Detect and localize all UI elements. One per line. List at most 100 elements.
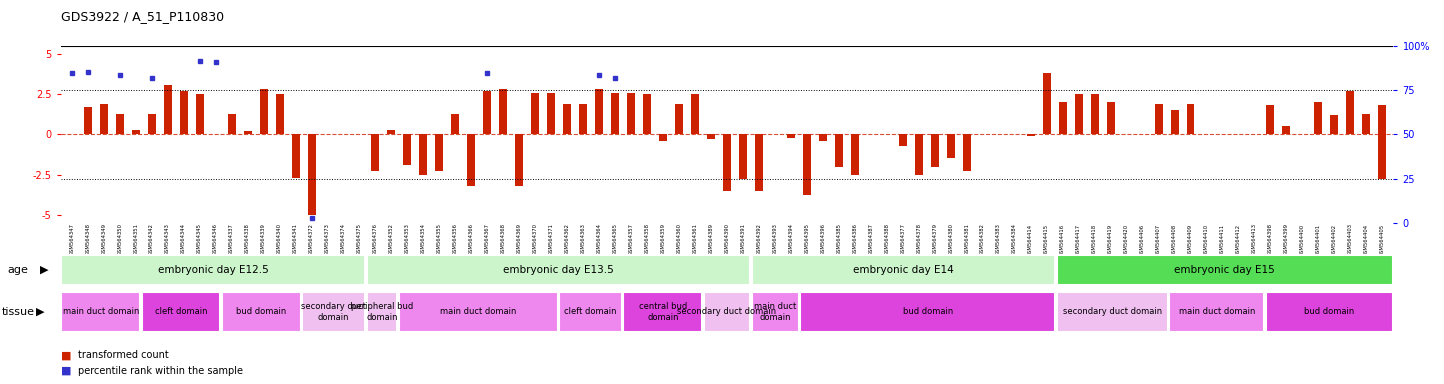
Bar (1314, 102, 1323, 134)
Bar (308, 134, 316, 215)
Bar (676, 104, 683, 134)
Text: ▶: ▶ (40, 265, 49, 275)
Bar (708, 134, 715, 139)
Text: tissue: tissue (1, 307, 35, 317)
Text: ■: ■ (61, 366, 71, 376)
Bar (1346, 91, 1354, 134)
Bar (1378, 106, 1386, 134)
Bar (579, 104, 588, 134)
Bar (1330, 115, 1339, 134)
Bar (1266, 292, 1392, 332)
Bar (131, 129, 140, 134)
Text: GDS3922 / A_51_P110830: GDS3922 / A_51_P110830 (61, 10, 224, 23)
Bar (947, 134, 954, 159)
Bar (1043, 73, 1051, 134)
Bar (484, 91, 491, 134)
Bar (367, 255, 751, 285)
Text: bud domain: bud domain (237, 308, 286, 316)
Bar (915, 134, 923, 175)
Bar (222, 292, 300, 332)
Bar (531, 93, 539, 134)
Bar (196, 94, 204, 134)
Bar (387, 129, 396, 134)
Bar (1155, 104, 1162, 134)
Bar (292, 134, 299, 178)
Text: embryonic day E14: embryonic day E14 (853, 265, 954, 275)
Text: bud domain: bud domain (902, 308, 953, 316)
Bar (302, 292, 365, 332)
Text: embryonic day E13.5: embryonic day E13.5 (503, 265, 614, 275)
Bar (1362, 114, 1370, 134)
Text: ■: ■ (61, 350, 71, 360)
Bar (1282, 126, 1291, 134)
Bar (898, 134, 907, 146)
Bar (84, 107, 92, 134)
Bar (179, 91, 188, 134)
Text: secondary duct
domain: secondary duct domain (302, 302, 367, 322)
Bar (547, 93, 556, 134)
Bar (627, 93, 635, 134)
Bar (752, 292, 799, 332)
Bar (244, 131, 251, 134)
Text: secondary duct domain: secondary duct domain (677, 308, 777, 316)
Bar (755, 134, 762, 190)
Bar (703, 292, 751, 332)
Bar (1057, 292, 1168, 332)
Bar (142, 292, 221, 332)
Bar (1057, 255, 1392, 285)
Bar (403, 134, 412, 165)
Bar (851, 134, 859, 175)
Text: embryonic day E15: embryonic day E15 (1174, 265, 1275, 275)
Bar (643, 94, 651, 134)
Text: age: age (7, 265, 27, 275)
Text: main duct
domain: main duct domain (754, 302, 796, 322)
Bar (931, 134, 939, 167)
Bar (452, 114, 459, 134)
Bar (1170, 292, 1264, 332)
Bar (624, 292, 702, 332)
Text: central bud
domain: central bud domain (638, 302, 687, 322)
Text: main duct domain: main duct domain (440, 308, 517, 316)
Text: ▶: ▶ (36, 307, 45, 317)
Bar (1074, 94, 1083, 134)
Bar (787, 134, 796, 137)
Bar (371, 134, 380, 171)
Bar (228, 114, 235, 134)
Bar (1027, 134, 1035, 136)
Text: bud domain: bud domain (1304, 308, 1354, 316)
Bar (723, 134, 731, 190)
Text: percentile rank within the sample: percentile rank within the sample (78, 366, 243, 376)
Text: secondary duct domain: secondary duct domain (1063, 308, 1162, 316)
Bar (611, 93, 619, 134)
Bar (516, 134, 523, 186)
Bar (1378, 134, 1386, 179)
Text: cleft domain: cleft domain (155, 308, 208, 316)
Bar (963, 134, 970, 171)
Bar (1171, 110, 1178, 134)
Text: cleft domain: cleft domain (565, 308, 617, 316)
Bar (835, 134, 843, 167)
Bar (419, 134, 427, 175)
Text: peripheral bud
domain: peripheral bud domain (351, 302, 413, 322)
Bar (62, 255, 365, 285)
Text: main duct domain: main duct domain (62, 308, 139, 316)
Text: main duct domain: main duct domain (1178, 308, 1255, 316)
Bar (658, 134, 667, 141)
Bar (147, 114, 156, 134)
Bar (260, 89, 267, 134)
Bar (436, 134, 443, 171)
Bar (1106, 102, 1115, 134)
Bar (803, 134, 812, 195)
Bar (739, 134, 747, 179)
Text: transformed count: transformed count (78, 350, 169, 360)
Bar (595, 89, 604, 134)
Bar (1187, 104, 1194, 134)
Bar (163, 84, 172, 134)
Bar (559, 292, 622, 332)
Bar (116, 114, 124, 134)
Bar (819, 134, 827, 141)
Bar (1266, 106, 1275, 134)
Bar (563, 104, 572, 134)
Bar (468, 134, 475, 186)
Bar (752, 255, 1056, 285)
